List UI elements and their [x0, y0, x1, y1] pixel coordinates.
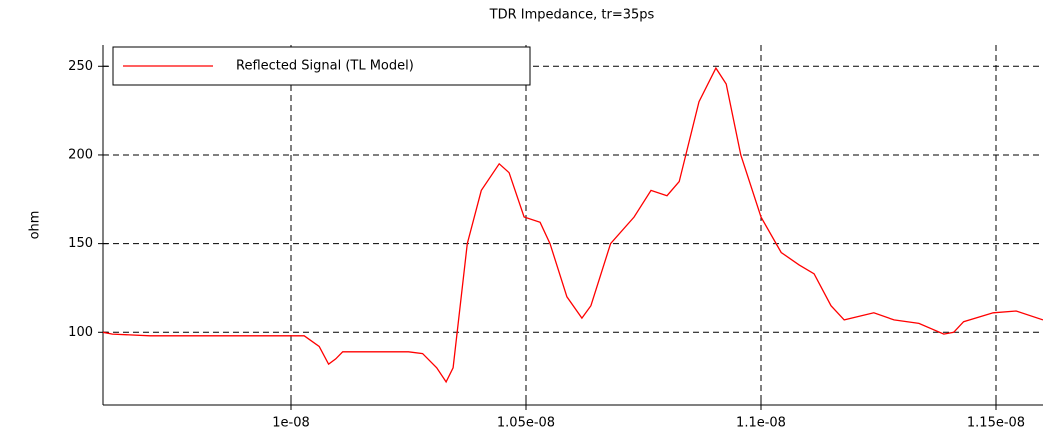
x-tick-label: 1.1e-08: [736, 416, 786, 431]
x-tick-label: 1.05e-08: [497, 416, 555, 431]
y-tick-label: 100: [68, 325, 93, 340]
y-axis-label: ohm: [28, 211, 43, 240]
legend-box: [112, 46, 531, 86]
x-tick-label: 1e-08: [272, 416, 310, 431]
y-tick-label: 150: [68, 236, 93, 251]
chart-title: TDR Impedance, tr=35ps: [489, 8, 655, 23]
x-tick-label: 1.15e-08: [967, 416, 1025, 431]
y-tick-label: 200: [68, 147, 93, 162]
line-series: [102, 66, 1043, 384]
y-tick-label: 250: [68, 59, 93, 74]
legend-label: Reflected Signal (TL Model): [236, 59, 414, 74]
